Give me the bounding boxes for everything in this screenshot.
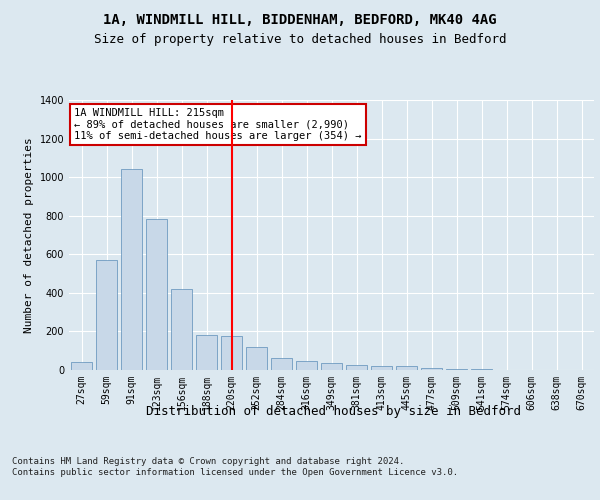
Bar [346, 365, 367, 370]
Bar [321, 363, 342, 370]
Text: Contains HM Land Registry data © Crown copyright and database right 2024.
Contai: Contains HM Land Registry data © Crown c… [12, 458, 458, 477]
Text: Size of property relative to detached houses in Bedford: Size of property relative to detached ho… [94, 32, 506, 46]
Bar [371, 366, 392, 370]
Y-axis label: Number of detached properties: Number of detached properties [24, 137, 34, 333]
Bar [146, 218, 167, 370]
Text: Distribution of detached houses by size in Bedford: Distribution of detached houses by size … [146, 405, 521, 418]
Bar [296, 362, 317, 370]
Bar [221, 336, 242, 370]
Bar [71, 362, 92, 370]
Bar [446, 369, 467, 370]
Bar [96, 260, 117, 370]
Bar [271, 358, 292, 370]
Bar [196, 336, 217, 370]
Bar [246, 347, 267, 370]
Text: 1A WINDMILL HILL: 215sqm
← 89% of detached houses are smaller (2,990)
11% of sem: 1A WINDMILL HILL: 215sqm ← 89% of detach… [74, 108, 362, 142]
Bar [121, 170, 142, 370]
Bar [396, 366, 417, 370]
Bar [171, 289, 192, 370]
Text: 1A, WINDMILL HILL, BIDDENHAM, BEDFORD, MK40 4AG: 1A, WINDMILL HILL, BIDDENHAM, BEDFORD, M… [103, 12, 497, 26]
Bar [421, 368, 442, 370]
